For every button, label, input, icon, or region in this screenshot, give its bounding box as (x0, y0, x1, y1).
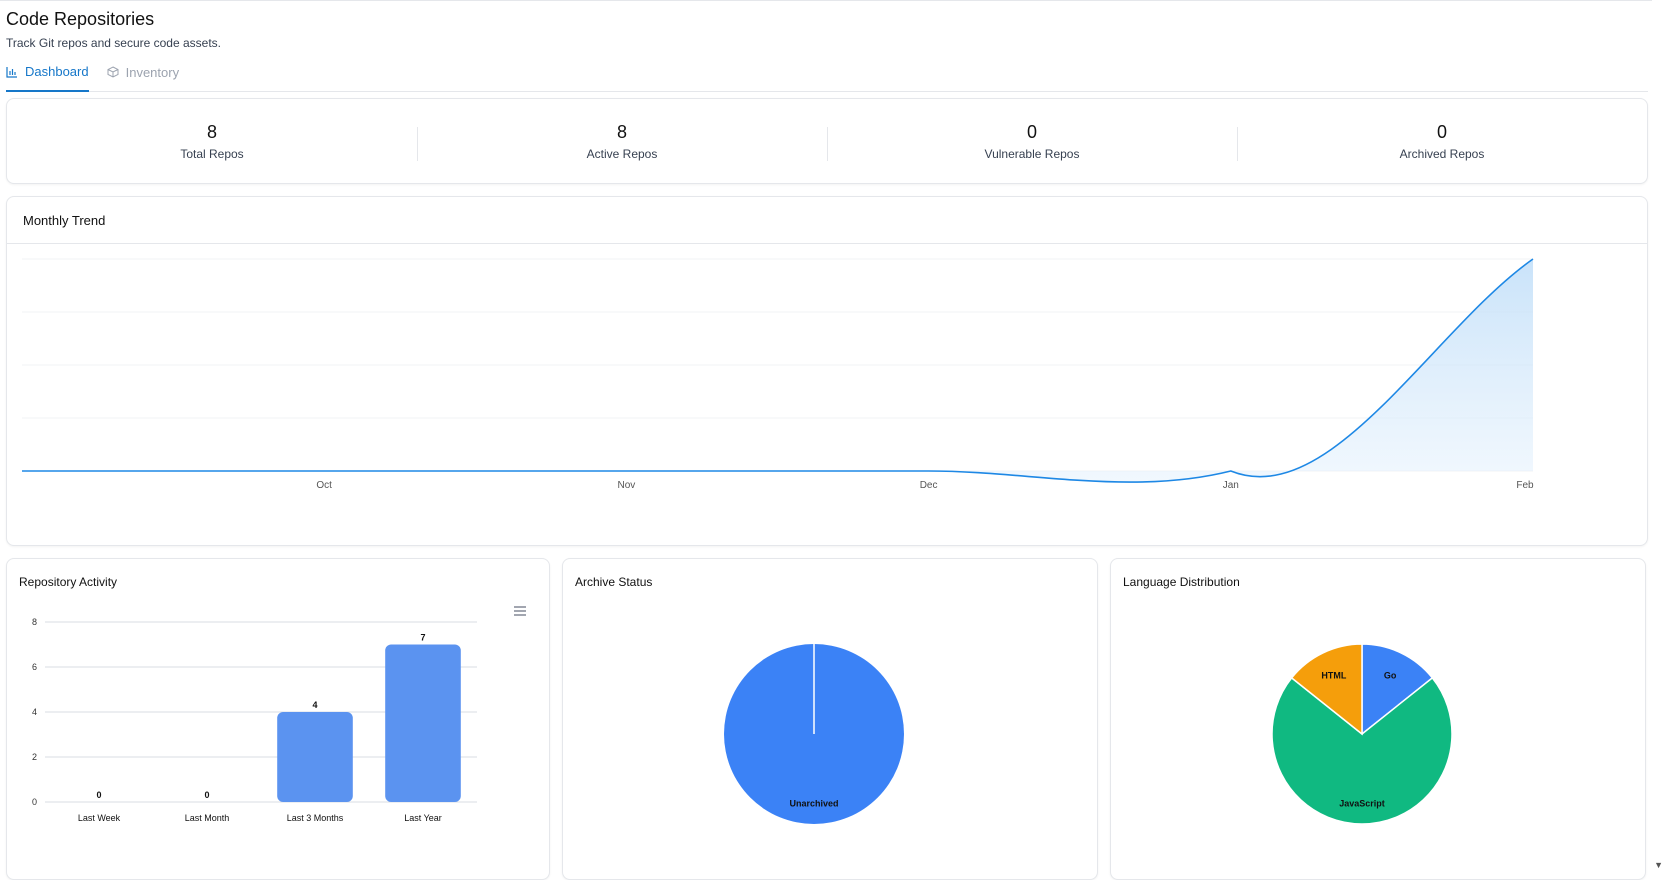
bar-data-label: 0 (204, 790, 209, 800)
chart-menu-icon[interactable] (513, 603, 527, 621)
archive-status-title: Archive Status (575, 575, 653, 589)
pie-label: Go (1384, 671, 1397, 681)
pie-slice (1290, 643, 1363, 736)
trend-line (21, 258, 1534, 483)
stat-archived-repos: 0 Archived Repos (1237, 121, 1647, 161)
stat-label: Active Repos (586, 147, 658, 161)
stat-vulnerable-repos: 0 Vulnerable Repos (827, 121, 1237, 161)
x-tick-label: Last Week (78, 813, 121, 823)
stat-label: Vulnerable Repos (984, 147, 1080, 161)
cube-icon (107, 66, 119, 78)
scrollbar[interactable]: ▼ (1652, 0, 1666, 872)
y-tick-label: 0 (32, 797, 37, 807)
x-tick-label: Feb (1516, 480, 1534, 491)
pie-label: JavaScript (1339, 798, 1385, 808)
language-distribution-chart: Go JavaScript HTML (1271, 643, 1453, 825)
x-tick-label: Nov (618, 480, 636, 491)
bar-data-label: 4 (312, 700, 317, 710)
bar-data-label: 7 (420, 633, 425, 643)
x-tick-label: Jan (1223, 480, 1239, 491)
x-tick-label: Oct (316, 480, 332, 491)
language-distribution-title: Language Distribution (1123, 575, 1240, 589)
stat-label: Total Repos (180, 147, 244, 161)
monthly-trend-chart: Oct Nov Dec Jan Feb (21, 258, 1534, 491)
stat-label: Archived Repos (1399, 147, 1485, 161)
x-tick-label: Dec (920, 480, 938, 491)
monthly-trend-card: Monthly Trend Oct Nov Dec Jan Feb (6, 196, 1648, 546)
y-tick-label: 2 (32, 752, 37, 762)
stat-value: 8 (616, 122, 627, 142)
bar (277, 712, 353, 802)
stat-value: 8 (206, 122, 217, 142)
pie-slice (1271, 676, 1453, 825)
archive-status-chart: Unarchived (724, 644, 904, 824)
stat-value: 0 (1436, 122, 1447, 142)
tab-dashboard-label: Dashboard (25, 64, 89, 79)
tab-inventory-label: Inventory (125, 64, 180, 80)
monthly-trend-title: Monthly Trend (7, 197, 1647, 244)
stats-card: 8 Total Repos 8 Active Repos 0 Vulnerabl… (6, 98, 1648, 184)
tab-inventory[interactable]: Inventory (107, 61, 179, 91)
scroll-down-icon[interactable]: ▼ (1654, 860, 1663, 870)
stat-active-repos: 8 Active Repos (417, 121, 827, 161)
page: Code Repositories Track Git repos and se… (6, 4, 1648, 92)
trend-area (22, 259, 1533, 483)
stat-total-repos: 8 Total Repos (7, 121, 417, 161)
language-distribution-card: Language Distribution Go JavaScript HTML (1110, 558, 1646, 880)
tab-dashboard[interactable]: Dashboard (6, 61, 89, 92)
x-tick-label: Last Month (185, 813, 230, 823)
x-tick-label: Last Year (404, 813, 442, 823)
x-tick-label: Last 3 Months (287, 813, 344, 823)
pie-slice (1361, 643, 1434, 736)
bar (385, 644, 461, 802)
pie-label: Unarchived (789, 798, 838, 808)
repository-activity-card: Repository Activity 0 2 4 6 8 0 Last Week 0 Last… (6, 558, 550, 880)
repository-activity-title: Repository Activity (19, 575, 118, 589)
y-tick-label: 4 (32, 707, 37, 717)
bar-chart-icon (6, 66, 18, 78)
y-tick-label: 8 (32, 617, 37, 627)
archive-status-card: Archive Status Unarchived (562, 558, 1098, 880)
bar-data-label: 0 (96, 790, 101, 800)
repository-activity-chart: 0 2 4 6 8 0 Last Week 0 Last Month 4 Last 3 Months… (32, 617, 477, 823)
tab-bar: Dashboard Inventory (6, 61, 1648, 92)
pie-label: HTML (1321, 671, 1346, 681)
stat-value: 0 (1026, 122, 1037, 142)
page-subtitle: Track Git repos and secure code assets. (6, 36, 221, 50)
page-title: Code Repositories (6, 9, 155, 29)
top-border (0, 0, 1652, 1)
y-tick-label: 6 (32, 662, 37, 672)
